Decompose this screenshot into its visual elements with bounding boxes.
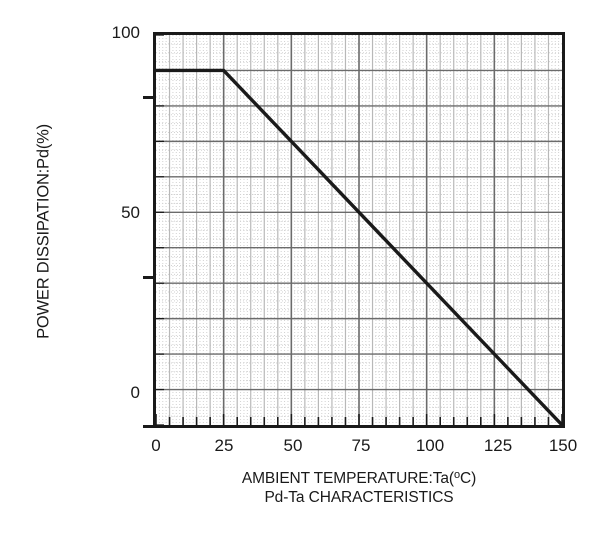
x-tick-label-100: 100	[415, 436, 445, 455]
y-tick-label-50: 50	[121, 203, 140, 222]
degree-symbol: o	[453, 469, 461, 481]
chart-subtitle: Pd-Ta CHARACTERISTICS	[264, 489, 454, 506]
y-axis-title: POWER DISSIPATION:Pd(%)	[34, 124, 53, 339]
y-axis-tick-marks	[143, 32, 153, 428]
y-tick-mark-50	[143, 276, 153, 279]
series-line-0	[156, 68, 562, 425]
y-tick-label-100: 100	[111, 23, 140, 42]
x-tick-label-150: 150	[548, 436, 578, 455]
x-axis-title-tail: C)	[460, 470, 477, 487]
plot-area	[153, 32, 565, 428]
derating-curve	[156, 68, 562, 425]
x-tick-label-25: 25	[214, 436, 234, 455]
y-tick-mark-0	[143, 425, 153, 428]
x-axis-title-main: AMBIENT TEMPERATURE:Ta(	[241, 470, 454, 487]
y-tick-mark-100	[143, 96, 153, 99]
x-axis-title: AMBIENT TEMPERATURE:Ta(oC)	[153, 469, 565, 488]
y-axis-tick-labels: 100 50 0	[80, 23, 140, 428]
x-axis-tick-labels: 0 25 50 75 100 125 150	[151, 436, 577, 462]
x-tick-label-125: 125	[483, 436, 513, 455]
y-tick-label-0: 0	[130, 383, 140, 402]
x-tick-label-75: 75	[351, 436, 371, 455]
x-tick-label-50: 50	[283, 436, 303, 455]
grid-minor-lines	[168, 35, 550, 425]
grid-and-curve	[156, 35, 562, 425]
grid-fine-lines	[156, 35, 562, 425]
x-tick-label-0: 0	[151, 436, 161, 455]
